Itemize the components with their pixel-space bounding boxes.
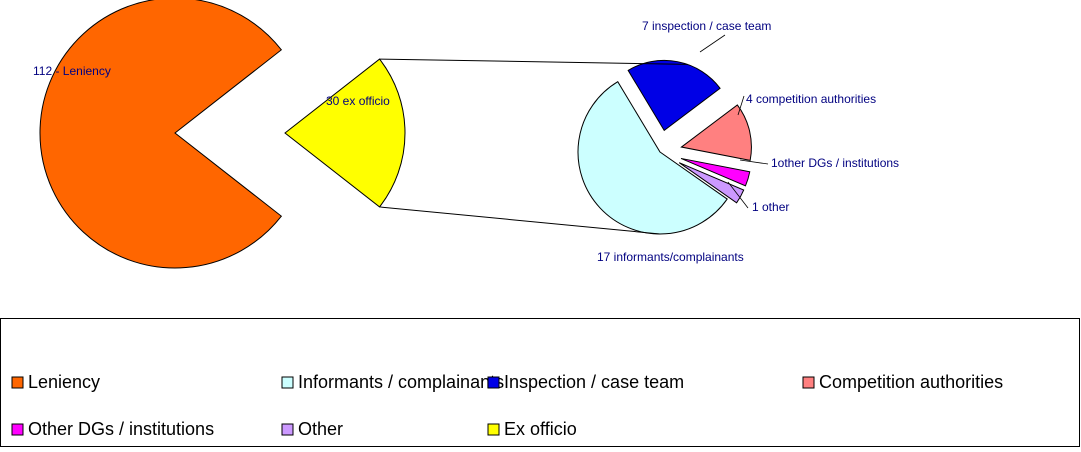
legend-swatch: [487, 376, 500, 389]
legend-swatch: [487, 423, 500, 436]
legend-swatch: [281, 423, 294, 436]
legend-label: Other: [298, 419, 343, 439]
leader-line: [739, 159, 769, 165]
legend-label: Competition authorities: [819, 372, 1003, 392]
data-label: 4 competition authorities: [746, 92, 876, 106]
legend-label: Other DGs / institutions: [28, 419, 214, 439]
leader-line: [737, 95, 745, 116]
legend-swatch: [11, 423, 24, 436]
pie-slice: [39, 0, 283, 269]
pie-slice: [680, 157, 751, 187]
connector: [379, 206, 661, 235]
legend-swatch: [11, 376, 24, 389]
pie-slice: [284, 58, 406, 208]
connector: [379, 58, 688, 65]
pie-slice: [680, 104, 752, 161]
data-label: 30 ex officio: [326, 94, 390, 108]
data-label: 112 - Leniency: [33, 64, 111, 78]
pie-slice: [678, 162, 745, 204]
legend-label: Inspection / case team: [504, 372, 684, 392]
legend-label: Informants / complainants: [298, 372, 504, 392]
leader-line: [727, 181, 749, 209]
legend-swatch: [281, 376, 294, 389]
leader-line: [699, 34, 726, 53]
data-label: 1 other: [752, 200, 789, 214]
data-label: 7 inspection / case team: [642, 19, 771, 33]
pie-slice: [627, 59, 721, 132]
data-label: 1other DGs / institutions: [771, 156, 899, 170]
data-label: 17 informants/complainants: [597, 250, 744, 264]
legend-label: Leniency: [28, 372, 100, 392]
legend-label: Ex officio: [504, 419, 577, 439]
legend-swatch: [802, 376, 815, 389]
pie-slice: [577, 81, 728, 235]
